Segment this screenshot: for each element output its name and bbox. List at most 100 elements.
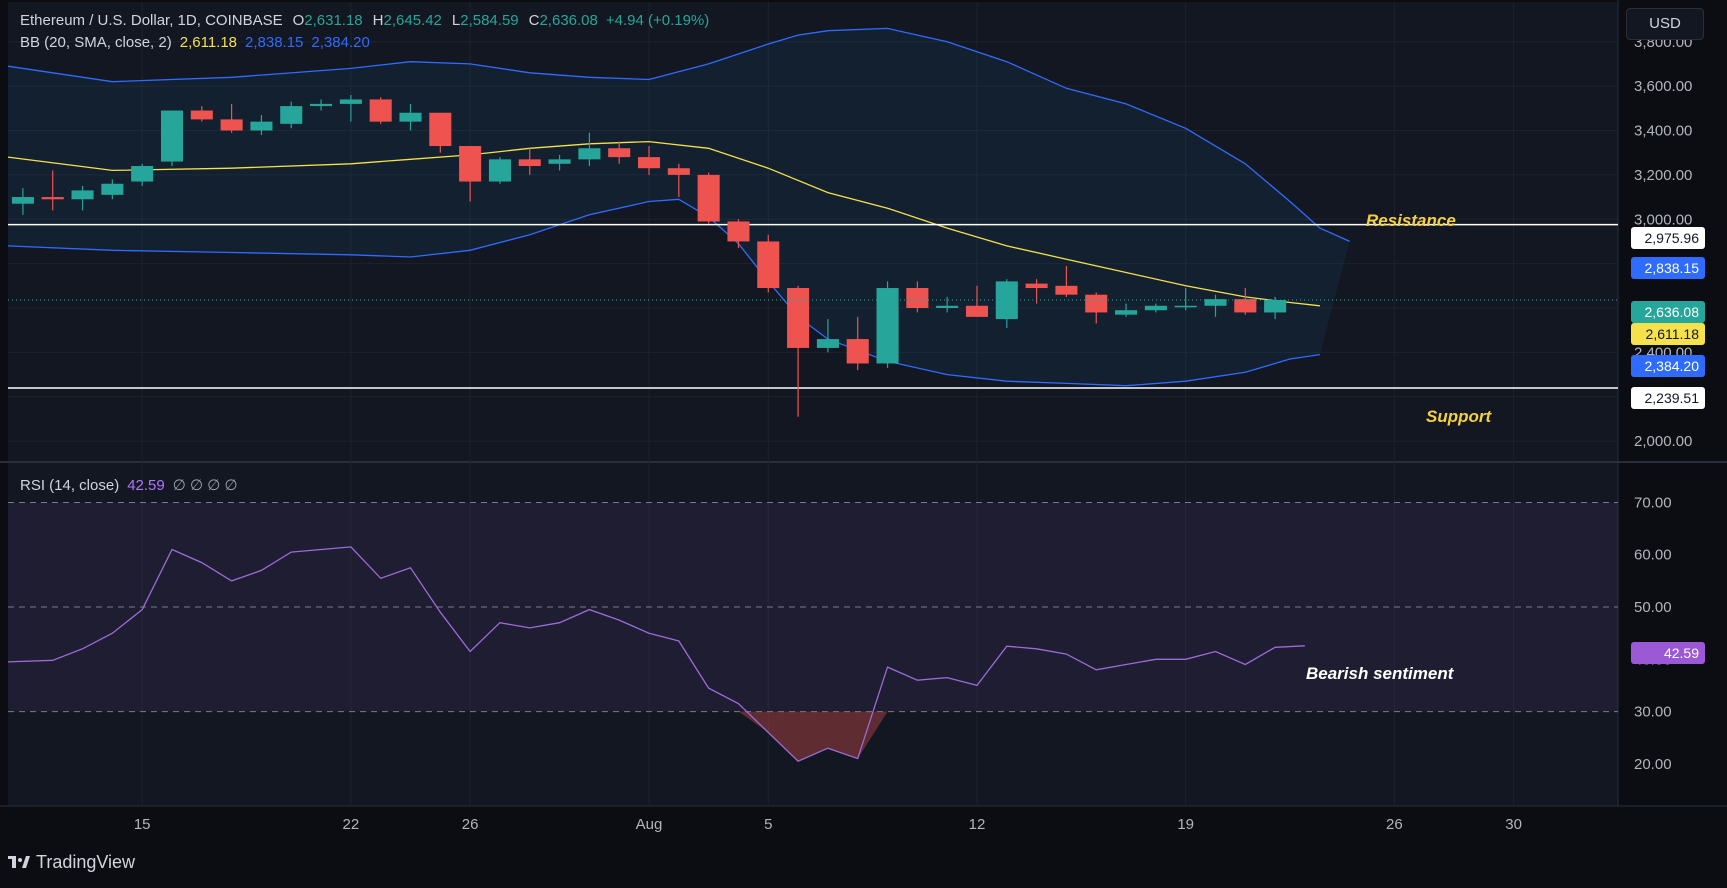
price-tick-label: 3,000.00 xyxy=(1634,211,1692,228)
candle-up xyxy=(71,190,94,200)
ohlc-high-value: 2,645.42 xyxy=(383,12,442,29)
candle-up xyxy=(995,281,1018,320)
bb-label: BB (20, SMA, close, 2) xyxy=(20,34,172,51)
x-tick-label: 12 xyxy=(969,816,986,833)
x-tick-label: 15 xyxy=(134,816,151,833)
price-change: +4.94 (+0.19%) xyxy=(605,12,710,29)
x-tick-label: 26 xyxy=(1386,816,1403,833)
candle-down xyxy=(1234,299,1257,313)
rsi-price-tag: 42.59 xyxy=(1631,642,1705,664)
x-tick-label: 26 xyxy=(462,816,479,833)
candle-down xyxy=(637,157,661,169)
bb-legend[interactable]: BB (20, SMA, close, 2) 2,611.18 2,838.15… xyxy=(20,34,370,51)
ohlc-low-key: L xyxy=(451,12,461,29)
rsi-extra-values: ∅ ∅ ∅ ∅ xyxy=(172,477,238,494)
candle-up xyxy=(936,305,959,308)
price-tick-label: 3,400.00 xyxy=(1634,123,1692,140)
price-tick-label: 3,200.00 xyxy=(1634,167,1692,184)
candle-up xyxy=(578,148,601,160)
ohlc-close-value: 2,636.08 xyxy=(539,12,598,29)
price-pane-background xyxy=(8,2,1618,462)
candle-up xyxy=(399,112,422,122)
x-tick-label: 19 xyxy=(1177,816,1194,833)
ohlc-open-value: 2,631.18 xyxy=(304,12,363,29)
x-tick-label: 30 xyxy=(1505,816,1522,833)
bearish-annotation: Bearish sentiment xyxy=(1306,664,1454,683)
bb-upper-price-tag: 2,838.15 xyxy=(1631,257,1705,279)
ohlc-high-key: H xyxy=(372,12,384,29)
candle-down xyxy=(1055,285,1078,295)
candle-down xyxy=(667,168,690,175)
resistance-annotation: Resistance xyxy=(1366,211,1456,230)
candle-down xyxy=(220,119,243,131)
candle-down xyxy=(429,112,452,147)
bb-mid-value: 2,611.18 xyxy=(179,34,238,51)
currency-button[interactable]: USD xyxy=(1626,8,1704,40)
candle-up xyxy=(280,106,303,124)
candle-up xyxy=(488,159,511,182)
candle-up xyxy=(1204,299,1227,306)
bb-lower-price-tag: 2,384.20 xyxy=(1631,355,1705,377)
candle-up xyxy=(1144,305,1167,311)
candle-down xyxy=(190,110,213,120)
candle-down xyxy=(727,221,750,242)
ohlc-high: H2,645.42 xyxy=(371,12,442,29)
rsi-tick-label: 50.00 xyxy=(1634,599,1672,616)
rsi-tick-label: 30.00 xyxy=(1634,704,1672,721)
candle-up xyxy=(131,166,154,182)
candle-up xyxy=(250,121,273,131)
bollinger-upper-line xyxy=(7,27,1350,242)
candle-down xyxy=(697,174,720,222)
price-tick-label: 2,000.00 xyxy=(1634,433,1692,450)
candle-up xyxy=(160,110,184,162)
tradingview-brand: TradingView xyxy=(36,852,136,872)
candle-down xyxy=(1085,294,1108,313)
candle-up xyxy=(310,103,333,107)
candle-down xyxy=(518,159,541,166)
candle-down xyxy=(965,305,989,317)
candle-down xyxy=(846,339,869,364)
candle-down xyxy=(41,197,64,200)
candle-down xyxy=(608,148,631,158)
candle-down xyxy=(906,288,929,308)
x-tick-label: Aug xyxy=(636,816,663,833)
rsi-oversold-fill xyxy=(738,711,888,762)
rsi-tick-label: 70.00 xyxy=(1634,494,1672,511)
ohlc-low: L2,584.59 xyxy=(450,12,519,29)
rsi-line xyxy=(7,546,1305,762)
x-tick-label: 22 xyxy=(343,816,360,833)
bollinger-middle-line xyxy=(7,140,1320,307)
candle-up xyxy=(1264,299,1287,313)
candle-up xyxy=(11,197,34,204)
candle-down xyxy=(369,99,392,122)
candle-up xyxy=(1174,305,1197,308)
price-tick-label: 3,600.00 xyxy=(1634,78,1692,95)
candle-up xyxy=(876,288,899,364)
tradingview-logo[interactable]: TradingView xyxy=(8,852,135,873)
rsi-legend[interactable]: RSI (14, close) 42.59 ∅ ∅ ∅ ∅ xyxy=(20,476,238,494)
candle-up xyxy=(816,339,839,348)
bb-mid-price-tag: 2,611.18 xyxy=(1631,323,1705,345)
symbol-legend[interactable]: Ethereum / U.S. Dollar, 1D, COINBASE O2,… xyxy=(20,12,709,29)
ohlc-low-value: 2,584.59 xyxy=(460,12,519,29)
ohlc-open-key: O xyxy=(292,12,305,29)
rsi-tick-label: 60.00 xyxy=(1634,547,1672,564)
rsi-label: RSI (14, close) xyxy=(20,477,120,494)
ohlc-close-key: C xyxy=(528,12,540,29)
candle-down xyxy=(787,288,810,348)
tradingview-logo-icon xyxy=(8,855,30,868)
candle-up xyxy=(101,183,124,195)
candle-up xyxy=(1115,310,1138,315)
rsi-value: 42.59 xyxy=(127,477,165,494)
last-price-tag: 2,636.08 xyxy=(1631,301,1705,323)
bb-upper-value: 2,838.15 xyxy=(245,34,304,51)
rsi-pane-background xyxy=(8,462,1618,806)
support-price-tag: 2,239.51 xyxy=(1631,387,1705,409)
ohlc-open: O2,631.18 xyxy=(291,12,363,29)
support-annotation: Support xyxy=(1426,407,1492,426)
resistance-price-tag: 2,975.96 xyxy=(1631,227,1705,249)
candle-down xyxy=(1025,283,1048,289)
symbol-title: Ethereum / U.S. Dollar, 1D, COINBASE xyxy=(20,12,283,29)
bollinger-lower-line xyxy=(7,198,1320,387)
